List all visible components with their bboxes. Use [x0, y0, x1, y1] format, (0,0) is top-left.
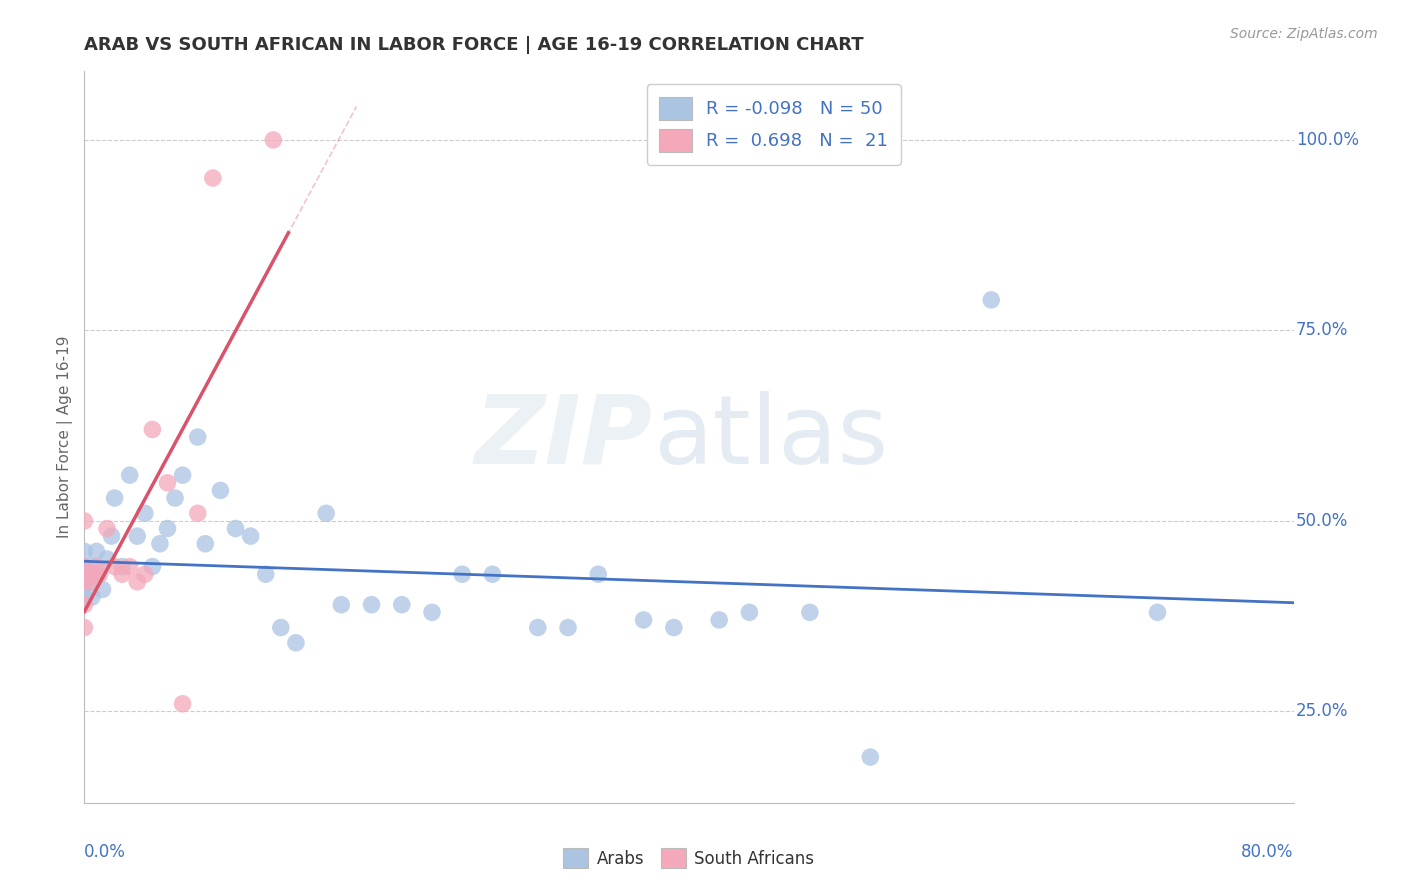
Point — [96, 521, 118, 535]
Point — [315, 506, 337, 520]
Text: 0.0%: 0.0% — [84, 843, 127, 861]
Point — [270, 621, 292, 635]
Point — [481, 567, 503, 582]
Point — [194, 537, 217, 551]
Point — [149, 537, 172, 551]
Point — [86, 567, 108, 582]
Point — [127, 574, 149, 589]
Legend: Arabs, South Africans: Arabs, South Africans — [557, 841, 821, 875]
Point — [91, 582, 114, 597]
Point — [225, 521, 247, 535]
Point — [391, 598, 413, 612]
Point — [118, 559, 141, 574]
Point — [526, 621, 548, 635]
Point — [980, 293, 1002, 307]
Point — [134, 567, 156, 582]
Text: ARAB VS SOUTH AFRICAN IN LABOR FORCE | AGE 16-19 CORRELATION CHART: ARAB VS SOUTH AFRICAN IN LABOR FORCE | A… — [84, 36, 863, 54]
Point — [201, 171, 224, 186]
Text: 75.0%: 75.0% — [1296, 321, 1348, 340]
Point — [588, 567, 610, 582]
Point — [73, 567, 96, 582]
Point — [80, 574, 103, 589]
Point — [111, 567, 134, 582]
Text: 80.0%: 80.0% — [1241, 843, 1294, 861]
Point — [330, 598, 353, 612]
Text: 25.0%: 25.0% — [1296, 702, 1348, 721]
Point — [172, 697, 194, 711]
Point — [104, 491, 127, 505]
Point — [127, 529, 149, 543]
Point — [254, 567, 277, 582]
Point — [80, 567, 103, 582]
Point — [73, 574, 96, 589]
Y-axis label: In Labor Force | Age 16-19: In Labor Force | Age 16-19 — [58, 335, 73, 539]
Text: 50.0%: 50.0% — [1296, 512, 1348, 530]
Point — [111, 559, 134, 574]
Point — [360, 598, 382, 612]
Point — [859, 750, 882, 764]
Point — [100, 529, 122, 543]
Point — [799, 605, 821, 619]
Point — [86, 544, 108, 558]
Text: atlas: atlas — [652, 391, 887, 483]
Point — [172, 468, 194, 483]
Point — [187, 430, 209, 444]
Text: ZIP: ZIP — [475, 391, 652, 483]
Point — [662, 621, 685, 635]
Point — [73, 544, 96, 558]
Point — [141, 559, 163, 574]
Point — [420, 605, 443, 619]
Point — [73, 621, 96, 635]
Point — [557, 621, 579, 635]
Point — [262, 133, 284, 147]
Point — [451, 567, 474, 582]
Point — [163, 491, 186, 505]
Point — [187, 506, 209, 520]
Point — [1146, 605, 1168, 619]
Point — [80, 559, 103, 574]
Point — [80, 567, 103, 582]
Point — [239, 529, 262, 543]
Point — [73, 574, 96, 589]
Point — [73, 514, 96, 528]
Point — [73, 559, 96, 574]
Point — [80, 590, 103, 604]
Point — [209, 483, 232, 498]
Point — [284, 636, 308, 650]
Point — [134, 506, 156, 520]
Point — [73, 559, 96, 574]
Point — [633, 613, 655, 627]
Point — [118, 468, 141, 483]
Point — [73, 598, 96, 612]
Point — [156, 521, 179, 535]
Point — [709, 613, 731, 627]
Point — [80, 574, 103, 589]
Point — [86, 559, 108, 574]
Point — [89, 567, 111, 582]
Point — [73, 590, 96, 604]
Point — [96, 552, 118, 566]
Point — [738, 605, 761, 619]
Text: Source: ZipAtlas.com: Source: ZipAtlas.com — [1230, 27, 1378, 41]
Point — [141, 422, 163, 436]
Point — [156, 475, 179, 490]
Point — [104, 559, 127, 574]
Text: 100.0%: 100.0% — [1296, 131, 1360, 149]
